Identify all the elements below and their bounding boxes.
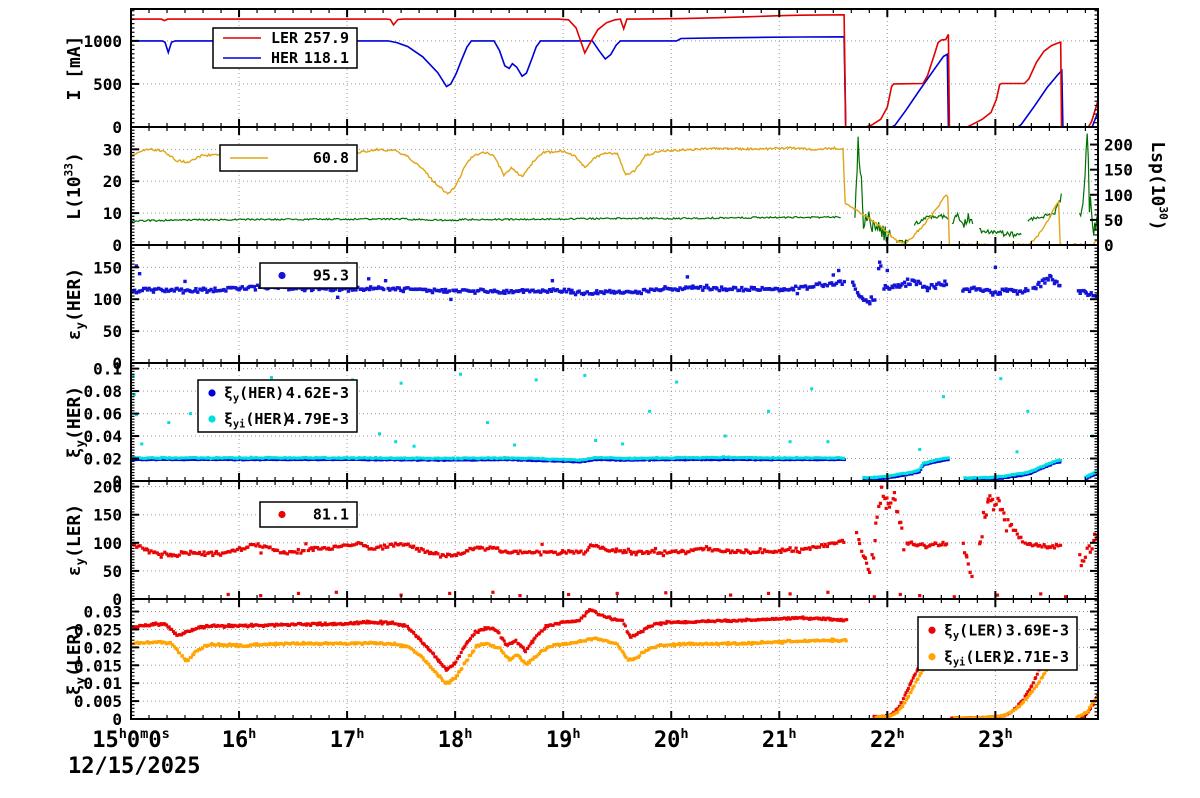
- svg-text:257.9: 257.9: [304, 29, 349, 47]
- svg-text:4.62E-3: 4.62E-3: [286, 384, 349, 402]
- svg-text:HER: HER: [271, 49, 299, 67]
- svg-text:ξy(HER): ξy(HER): [64, 386, 87, 458]
- svg-text:150: 150: [1104, 161, 1133, 180]
- current-series: [131, 13, 1098, 127]
- svg-text:20: 20: [103, 172, 122, 191]
- svg-text:0: 0: [112, 354, 122, 373]
- luminosity-axes: 0 10 20 30 0 50 100 150 200 Lsp(1030) L(1033): [62, 126, 1170, 255]
- xiy-her-legend: ξy(HER) 4.62E-3 ξyi(HER)4.79E-3: [197, 379, 358, 433]
- svg-text:100: 100: [93, 534, 122, 553]
- svg-text:ξyi(HER): ξyi(HER): [224, 410, 290, 431]
- svg-text:0: 0: [112, 118, 122, 137]
- svg-text:0: 0: [112, 710, 122, 729]
- svg-text:0.08: 0.08: [83, 382, 122, 401]
- svg-text:Lsp(1030): Lsp(1030): [1147, 141, 1170, 230]
- svg-text:0: 0: [112, 590, 122, 609]
- svg-text:0.03: 0.03: [83, 603, 122, 622]
- luminosity-legend: 60.8: [219, 144, 358, 172]
- current-legend: LER 257.9 HER 118.1: [212, 27, 358, 69]
- series-HER-current: [131, 35, 1098, 127]
- svg-text:150: 150: [93, 506, 122, 525]
- series-xiyi-her-cyan: [131, 372, 1098, 480]
- svg-text:LER: LER: [271, 29, 299, 47]
- svg-text:0: 0: [112, 472, 122, 491]
- panel-luminosity: 0 10 20 30 0 50 100 150 200 Lsp(1030) L(1033) 60.8: [62, 126, 1170, 255]
- svg-text:0.02: 0.02: [83, 450, 122, 469]
- svg-text:0.015: 0.015: [74, 656, 122, 675]
- svg-text:εy(HER): εy(HER): [64, 268, 87, 340]
- svg-text:30: 30: [103, 140, 122, 159]
- ey-ler-grid: [131, 481, 1098, 599]
- svg-text:0.06: 0.06: [83, 405, 122, 424]
- svg-text:0.1: 0.1: [93, 360, 122, 379]
- svg-text:50: 50: [1104, 211, 1123, 230]
- svg-text:1000: 1000: [83, 32, 122, 51]
- svg-text:60.8: 60.8: [313, 149, 349, 167]
- xiy-her-series: [131, 372, 1098, 481]
- svg-text:0: 0: [1104, 236, 1114, 255]
- svg-text:150: 150: [93, 258, 122, 277]
- panel-ey-her: 0 50 100 150 εy(HER) 95.3: [64, 244, 1099, 373]
- svg-text:118.1: 118.1: [304, 49, 349, 67]
- svg-text:0.005: 0.005: [74, 692, 122, 711]
- svg-text:100: 100: [93, 290, 122, 309]
- svg-text:200: 200: [1104, 136, 1133, 155]
- svg-text:ξy(HER): ξy(HER): [224, 384, 284, 405]
- svg-text:0: 0: [112, 236, 122, 255]
- svg-text:200: 200: [93, 478, 122, 497]
- svg-text:50: 50: [103, 562, 122, 581]
- date-label: 12/15/2025: [68, 754, 201, 779]
- svg-text:95.3: 95.3: [313, 267, 349, 285]
- svg-text:10: 10: [103, 204, 122, 223]
- svg-text:0.04: 0.04: [83, 427, 122, 446]
- x-axis-labels: 15h0m0s 16h 17h 18h 19h 20h 21h 22h 23h: [92, 726, 1013, 753]
- svg-text:0.01: 0.01: [83, 674, 122, 693]
- ey-her-axes: 0 50 100 150 εy(HER): [64, 244, 1099, 373]
- svg-text:500: 500: [93, 75, 122, 94]
- svg-text:4.79E-3: 4.79E-3: [286, 410, 349, 428]
- panel-ey-ler: 0 50 100 150 200 εy(LER) 81.1: [64, 478, 1099, 609]
- series-LER-current: [131, 13, 1098, 127]
- svg-text:0.025: 0.025: [74, 620, 122, 639]
- svg-text:I [mA]: I [mA]: [64, 35, 85, 100]
- svg-text:50: 50: [103, 322, 122, 341]
- svg-text:0.02: 0.02: [83, 638, 122, 657]
- svg-text:81.1: 81.1: [313, 506, 349, 524]
- ey-ler-legend: 81.1: [259, 501, 358, 528]
- panel-xiy-her: 00.020.040.060.080.1ξy(HER) ξy(HER) 4.62E-…: [64, 360, 1099, 491]
- svg-text:100: 100: [1104, 186, 1133, 205]
- luminosity-series: [131, 133, 1098, 245]
- xiy-her-axes: 0 0.02 0.04 0.06 0.08 0.1 ξy(HER): [64, 360, 1099, 491]
- svg-text:L(1033): L(1033): [62, 152, 85, 220]
- svg-text:εy(LER): εy(LER): [64, 504, 87, 576]
- ey-her-legend: 95.3: [259, 262, 358, 289]
